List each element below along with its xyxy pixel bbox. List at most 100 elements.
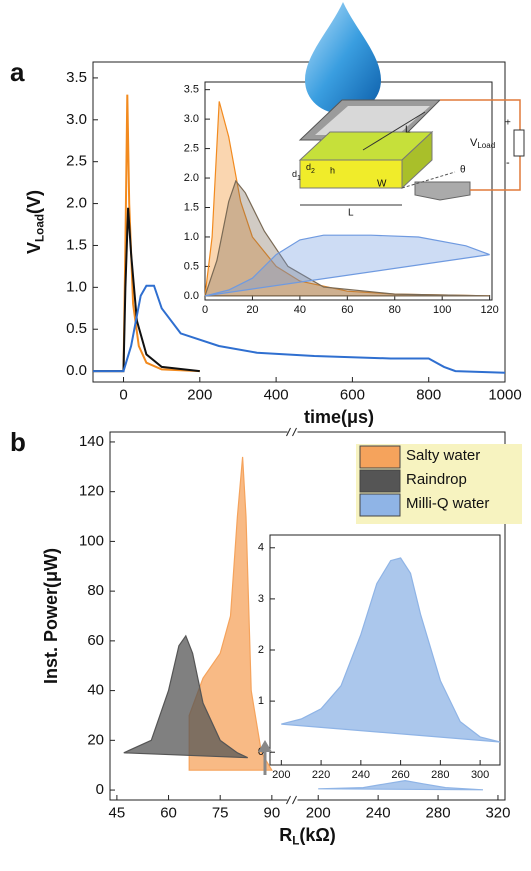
axis-label-text: V bbox=[24, 242, 44, 254]
legend-swatch bbox=[359, 445, 401, 469]
panel-label: a bbox=[10, 57, 25, 87]
legend-swatch bbox=[359, 469, 401, 493]
y-tick-label: 20 bbox=[87, 731, 104, 748]
y-tick-label: 3.5 bbox=[184, 84, 199, 96]
label: d2 bbox=[306, 162, 315, 174]
x-tick-label: 0 bbox=[202, 304, 208, 316]
axis-break-gap bbox=[287, 797, 298, 803]
legend-swatch bbox=[359, 493, 401, 517]
y-tick-label: 3.0 bbox=[66, 111, 87, 128]
x-tick-label: 100 bbox=[433, 304, 451, 316]
plot-frame bbox=[109, 431, 506, 801]
y-tick-label: 3.0 bbox=[184, 113, 199, 125]
y-tick-label: 0.5 bbox=[66, 320, 87, 337]
legend-label: Salty water bbox=[406, 447, 480, 464]
y-tick-label: 40 bbox=[87, 682, 104, 699]
x-tick-label: 75 bbox=[212, 804, 229, 821]
area bbox=[123, 634, 248, 759]
x-tick-label: 0 bbox=[119, 386, 127, 403]
legend-label: Milli-Q water bbox=[406, 495, 489, 512]
line bbox=[93, 207, 200, 373]
axis-label: Inst. Power(μW) bbox=[41, 548, 61, 684]
x-tick-label: 40 bbox=[294, 304, 306, 316]
axis-label-suffix: (V) bbox=[24, 190, 44, 214]
y-tick-label: 140 bbox=[79, 433, 104, 450]
label-text: V bbox=[470, 137, 478, 149]
label: L bbox=[405, 125, 411, 136]
x-tick-label: 220 bbox=[312, 769, 330, 781]
label-sub: 1 bbox=[297, 175, 301, 182]
x-tick-label: 280 bbox=[431, 769, 449, 781]
legend: Salty water Raindrop Milli-Q water bbox=[356, 444, 522, 524]
y-tick-label: 1.0 bbox=[184, 231, 199, 243]
angle-line bbox=[401, 171, 456, 189]
dim-line bbox=[362, 111, 426, 151]
x-tick-label: 800 bbox=[416, 386, 441, 403]
axis-label-text: R bbox=[279, 825, 292, 845]
x-tick-label: 260 bbox=[391, 769, 409, 781]
x-tick-label: 60 bbox=[341, 304, 353, 316]
y-tick-label: 0 bbox=[258, 746, 264, 758]
axis-break bbox=[286, 427, 291, 437]
label: h bbox=[330, 165, 335, 175]
y-tick-label: 3 bbox=[258, 593, 264, 605]
y-tick-label: 1.0 bbox=[66, 278, 87, 295]
axis-label-suffix: (kΩ) bbox=[299, 825, 335, 845]
schematic: d1 d2 h W L L θ VLoad + - bbox=[292, 2, 525, 219]
resistor bbox=[513, 129, 525, 157]
x-tick-label: 320 bbox=[485, 804, 510, 821]
label: VLoad bbox=[470, 137, 495, 150]
arrow-head bbox=[258, 740, 272, 752]
drop bbox=[305, 2, 381, 114]
area bbox=[188, 456, 273, 771]
axis-label: VLoad(V) bbox=[24, 190, 47, 254]
line bbox=[93, 284, 506, 374]
x-tick-label: 200 bbox=[187, 386, 212, 403]
electrode bbox=[414, 181, 471, 201]
label-sub: 2 bbox=[311, 168, 315, 175]
y-tick-label: 1 bbox=[258, 695, 264, 707]
x-tick-label: 280 bbox=[426, 804, 451, 821]
y-tick-label: 80 bbox=[87, 582, 104, 599]
axis-label-sub: Load bbox=[33, 214, 46, 242]
label: - bbox=[506, 157, 510, 169]
x-tick-label: 200 bbox=[272, 769, 290, 781]
plot-frame bbox=[92, 61, 506, 383]
y-tick-label: 60 bbox=[87, 632, 104, 649]
area bbox=[204, 179, 490, 297]
y-tick-label: 2.5 bbox=[184, 142, 199, 154]
block-side bbox=[401, 130, 433, 190]
area bbox=[204, 234, 490, 297]
x-tick-label: 80 bbox=[389, 304, 401, 316]
y-tick-label: 2.5 bbox=[66, 153, 87, 170]
x-tick-label: 20 bbox=[246, 304, 258, 316]
x-tick-label: 1000 bbox=[488, 386, 521, 403]
y-tick-label: 1.5 bbox=[184, 201, 199, 213]
y-tick-label: 120 bbox=[79, 483, 104, 500]
axis-break-gap bbox=[287, 429, 298, 435]
x-tick-label: 240 bbox=[352, 769, 370, 781]
label-text: d bbox=[306, 162, 311, 172]
label: + bbox=[505, 118, 511, 129]
y-tick-label: 0 bbox=[96, 781, 104, 798]
x-tick-label: 120 bbox=[480, 304, 498, 316]
x-tick-label: 90 bbox=[264, 804, 281, 821]
label: θ bbox=[460, 165, 466, 176]
y-tick-label: 0.5 bbox=[184, 260, 199, 272]
x-tick-label: 45 bbox=[109, 804, 126, 821]
axis-break bbox=[292, 795, 297, 805]
axis-label-sub: L bbox=[292, 834, 299, 847]
x-tick-label: 600 bbox=[340, 386, 365, 403]
y-tick-label: 2.0 bbox=[184, 172, 199, 184]
axis-break bbox=[286, 795, 291, 805]
label: W bbox=[377, 179, 387, 190]
area bbox=[318, 779, 484, 791]
axis-break bbox=[292, 427, 297, 437]
axis-label: time(μs) bbox=[304, 407, 374, 427]
y-tick-label: 4 bbox=[258, 542, 264, 554]
axis-label: RL(kΩ) bbox=[279, 825, 336, 848]
x-tick-label: 240 bbox=[366, 804, 391, 821]
y-tick-label: 1.5 bbox=[66, 236, 87, 253]
y-tick-label: 0.0 bbox=[184, 290, 199, 302]
label: d1 bbox=[292, 169, 301, 181]
